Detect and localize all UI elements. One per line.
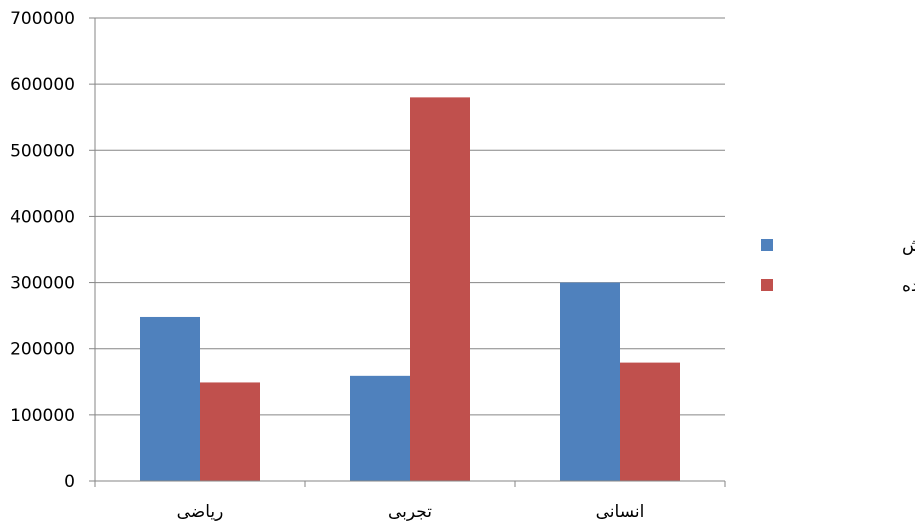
bar-capacity-1 bbox=[350, 375, 410, 481]
x-axis-ticks: ریاضی تجربی انسانی bbox=[94, 481, 726, 522]
legend-label: ظرفیت پذیرش bbox=[902, 236, 915, 256]
legend: ظرفیت پذیرش تعداد شرکت کننده bbox=[761, 236, 915, 296]
x-tick-label: ریاضی bbox=[177, 502, 224, 522]
bar-capacity-0 bbox=[140, 316, 200, 481]
y-tick-label: 400000 bbox=[10, 207, 75, 227]
axes bbox=[94, 18, 725, 482]
y-axis-ticks: 0 100000 200000 300000 400000 500000 600000 700… bbox=[10, 9, 95, 492]
x-tick-label: تجربی bbox=[388, 502, 432, 522]
legend-label: تعداد شرکت کننده bbox=[902, 276, 915, 296]
y-tick-label: 200000 bbox=[10, 340, 75, 360]
x-tick-label: انسانی bbox=[596, 502, 645, 522]
legend-swatch bbox=[761, 239, 773, 251]
bars bbox=[140, 97, 680, 481]
legend-swatch bbox=[761, 279, 773, 291]
bar-participants-0 bbox=[200, 382, 260, 481]
y-tick-label: 700000 bbox=[10, 9, 75, 29]
y-tick-label: 100000 bbox=[10, 406, 75, 426]
y-tick-label: 600000 bbox=[10, 75, 75, 95]
y-tick-label: 300000 bbox=[10, 274, 75, 294]
bar-participants-2 bbox=[620, 362, 680, 481]
y-tick-label: 0 bbox=[64, 472, 75, 492]
y-tick-label: 500000 bbox=[10, 141, 75, 161]
bar-participants-1 bbox=[410, 97, 470, 481]
bar-capacity-2 bbox=[560, 282, 620, 481]
